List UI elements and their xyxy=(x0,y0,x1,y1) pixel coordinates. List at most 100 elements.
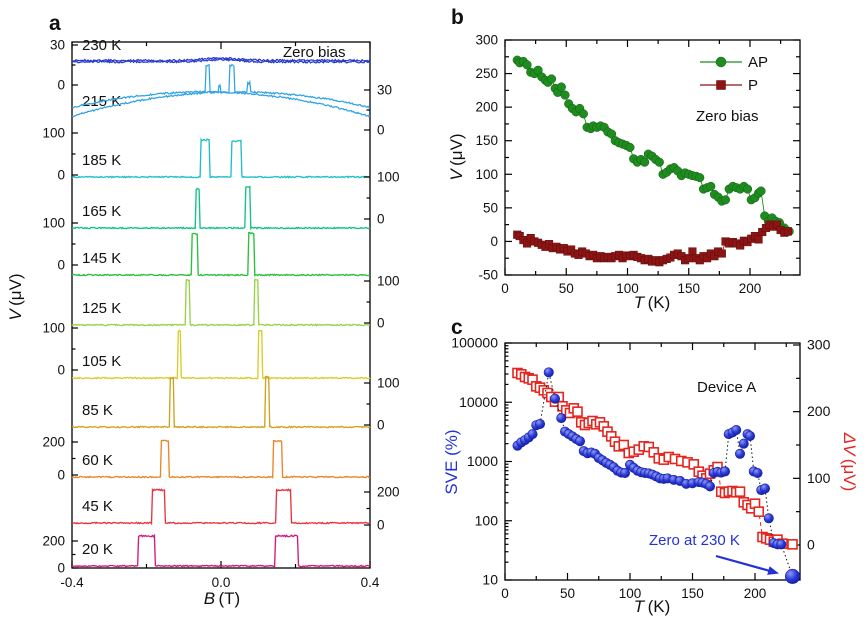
panel-b-xlabel: T (K) xyxy=(633,293,671,312)
ap-point xyxy=(695,173,705,183)
dv-point xyxy=(734,486,746,497)
panel-b-annotation: Zero bias xyxy=(696,108,759,125)
svg-text:100: 100 xyxy=(42,216,65,231)
svg-text:250: 250 xyxy=(475,66,498,81)
dv-point xyxy=(787,539,798,550)
ap-point xyxy=(720,195,731,205)
trace-215K xyxy=(71,63,371,118)
panel-b-ylabel: V (μV) xyxy=(447,133,466,181)
svg-text:100000: 100000 xyxy=(451,335,498,351)
p-point xyxy=(754,235,763,244)
svg-text:10000: 10000 xyxy=(459,394,498,410)
trace-20K xyxy=(71,533,371,568)
svg-text:0: 0 xyxy=(377,212,385,227)
ap-point xyxy=(556,82,566,92)
svg-text:P: P xyxy=(748,77,758,94)
panel-c-zero-note: Zero at 230 K xyxy=(649,532,740,549)
svg-text:300: 300 xyxy=(475,33,498,48)
panel-c-xlabel: T (K) xyxy=(633,597,671,616)
trace-45K xyxy=(71,488,371,526)
p-point xyxy=(688,247,697,256)
svg-text:0: 0 xyxy=(377,518,385,533)
svg-text:50: 50 xyxy=(560,586,575,601)
zero-arrowhead xyxy=(767,566,779,575)
panel-c-annotation: Device A xyxy=(697,379,757,396)
svg-text:0: 0 xyxy=(57,78,65,93)
svg-text:0: 0 xyxy=(57,468,65,483)
svg-text:1000: 1000 xyxy=(467,453,498,469)
svg-text:-50: -50 xyxy=(478,268,498,283)
svg-text:0.0: 0.0 xyxy=(212,575,231,590)
svg-text:0.4: 0.4 xyxy=(361,575,380,590)
sve-point xyxy=(556,413,567,424)
sve-point xyxy=(731,425,742,436)
svg-text:30: 30 xyxy=(50,38,65,53)
ap-point xyxy=(640,157,650,167)
svg-text:100: 100 xyxy=(377,274,400,289)
trace-185K xyxy=(71,137,371,179)
trace-230K xyxy=(72,56,371,63)
svg-text:100: 100 xyxy=(42,126,65,141)
panel-c-left-ylabel: SVE (%) xyxy=(442,429,461,495)
svg-text:100: 100 xyxy=(616,281,639,296)
ap-point xyxy=(756,186,766,196)
svg-text:0: 0 xyxy=(377,123,385,138)
trace-label: 125 K xyxy=(82,300,121,317)
panel-c-plot: 0 50 100 150 200 10 100 1000 10000 100000 0 100 200 3… xyxy=(451,335,830,602)
svg-text:-0.4: -0.4 xyxy=(60,575,84,590)
ap-point xyxy=(560,90,570,100)
svg-text:200: 200 xyxy=(42,435,65,450)
svg-text:0: 0 xyxy=(807,537,815,553)
sve-point xyxy=(719,466,730,477)
sve-point xyxy=(574,436,585,447)
svg-text:0: 0 xyxy=(501,281,509,296)
sve-point xyxy=(734,448,745,459)
svg-text:200: 200 xyxy=(42,534,65,549)
trace-label: 230 K xyxy=(82,37,121,54)
trace-label: 20 K xyxy=(82,541,113,558)
ap-point xyxy=(625,142,635,152)
trace-label: 45 K xyxy=(82,498,113,515)
legend-item-P: P xyxy=(700,77,758,94)
p-point xyxy=(783,227,793,236)
trace-label: 105 K xyxy=(82,353,121,370)
svg-text:10: 10 xyxy=(482,572,498,588)
trace-85K xyxy=(71,375,371,429)
legend-item-AP: AP xyxy=(700,54,768,71)
sve-point xyxy=(543,367,554,378)
trace-label: 165 K xyxy=(82,203,121,220)
sve-zero-point xyxy=(784,568,800,584)
svg-text:100: 100 xyxy=(807,470,831,486)
p-point xyxy=(684,254,693,263)
svg-text:100: 100 xyxy=(475,167,498,182)
trace-label: 145 K xyxy=(82,250,121,267)
svg-text:AP: AP xyxy=(748,54,768,71)
svg-text:100: 100 xyxy=(475,512,499,528)
trace-145K xyxy=(71,231,371,277)
svg-text:0: 0 xyxy=(377,316,385,331)
sve-point xyxy=(619,467,630,478)
dv-point xyxy=(572,406,583,417)
sve-point xyxy=(759,483,770,494)
panel-c-right-ylabel: ΔV (μV) xyxy=(840,432,859,492)
svg-text:100: 100 xyxy=(619,586,642,601)
panel-a-annotation: Zero bias xyxy=(283,44,346,61)
svg-text:200: 200 xyxy=(377,485,400,500)
ap-point xyxy=(522,60,532,70)
trace-105K xyxy=(71,329,371,380)
panel-a-letter: a xyxy=(49,12,61,35)
trace-60K xyxy=(71,439,371,479)
sve-point xyxy=(527,429,538,440)
svg-text:200: 200 xyxy=(807,403,831,419)
svg-text:150: 150 xyxy=(475,133,498,148)
panel-a-ylabel: V (μV) xyxy=(6,273,25,321)
sve-point xyxy=(763,513,774,524)
ap-point xyxy=(743,184,753,194)
sve-point xyxy=(744,430,755,441)
p-point xyxy=(717,249,726,258)
svg-text:0: 0 xyxy=(57,363,65,378)
trace-215K xyxy=(71,90,371,118)
